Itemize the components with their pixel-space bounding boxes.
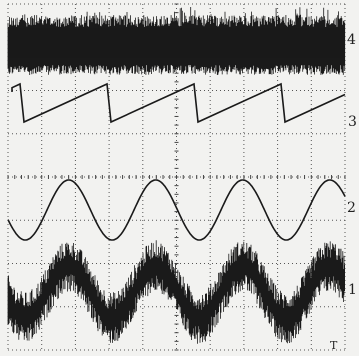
trigger-marker: T — [330, 339, 338, 352]
trace-label: 4 — [347, 32, 356, 48]
trace-label: 3 — [348, 114, 357, 130]
page: 4 3 2 1 T (() => { const data = JSON.par… — [0, 0, 359, 356]
trace-label: 1 — [348, 282, 357, 298]
noise-band — [8, 28, 345, 58]
trace-label: 2 — [347, 200, 356, 216]
oscilloscope-screen: 4 3 2 1 T — [0, 0, 359, 356]
